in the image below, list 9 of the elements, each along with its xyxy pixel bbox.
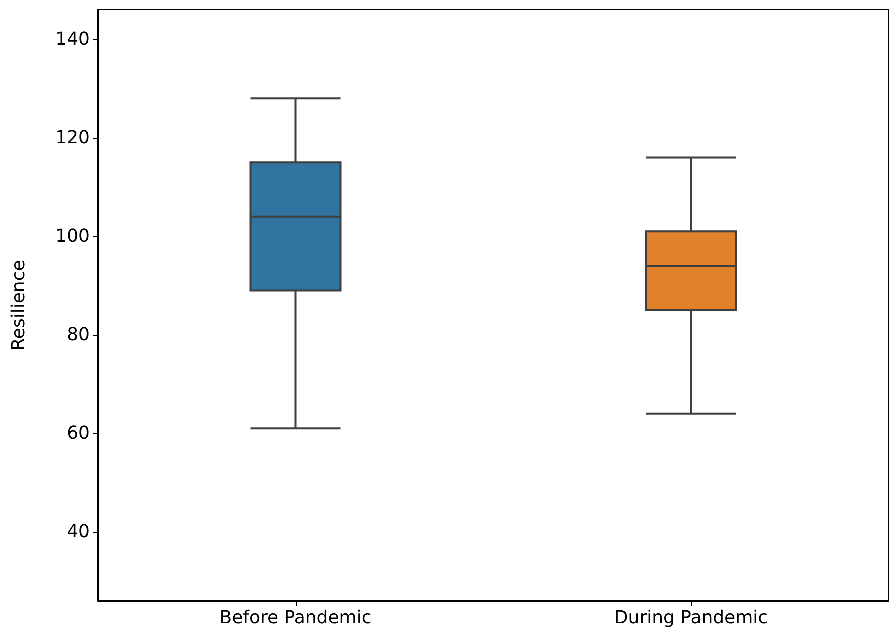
y-tick-label: 120 bbox=[56, 128, 90, 149]
y-tick-label: 140 bbox=[56, 29, 90, 50]
y-tick-label: 40 bbox=[67, 522, 90, 543]
x-tick-label: Before Pandemic bbox=[220, 608, 372, 628]
y-tick-label: 60 bbox=[67, 423, 90, 444]
x-tick-label: During Pandemic bbox=[614, 608, 768, 628]
y-tick-label: 80 bbox=[67, 324, 90, 346]
y-tick-label: 100 bbox=[56, 226, 90, 248]
y-axis-title: Resilience bbox=[8, 260, 30, 351]
